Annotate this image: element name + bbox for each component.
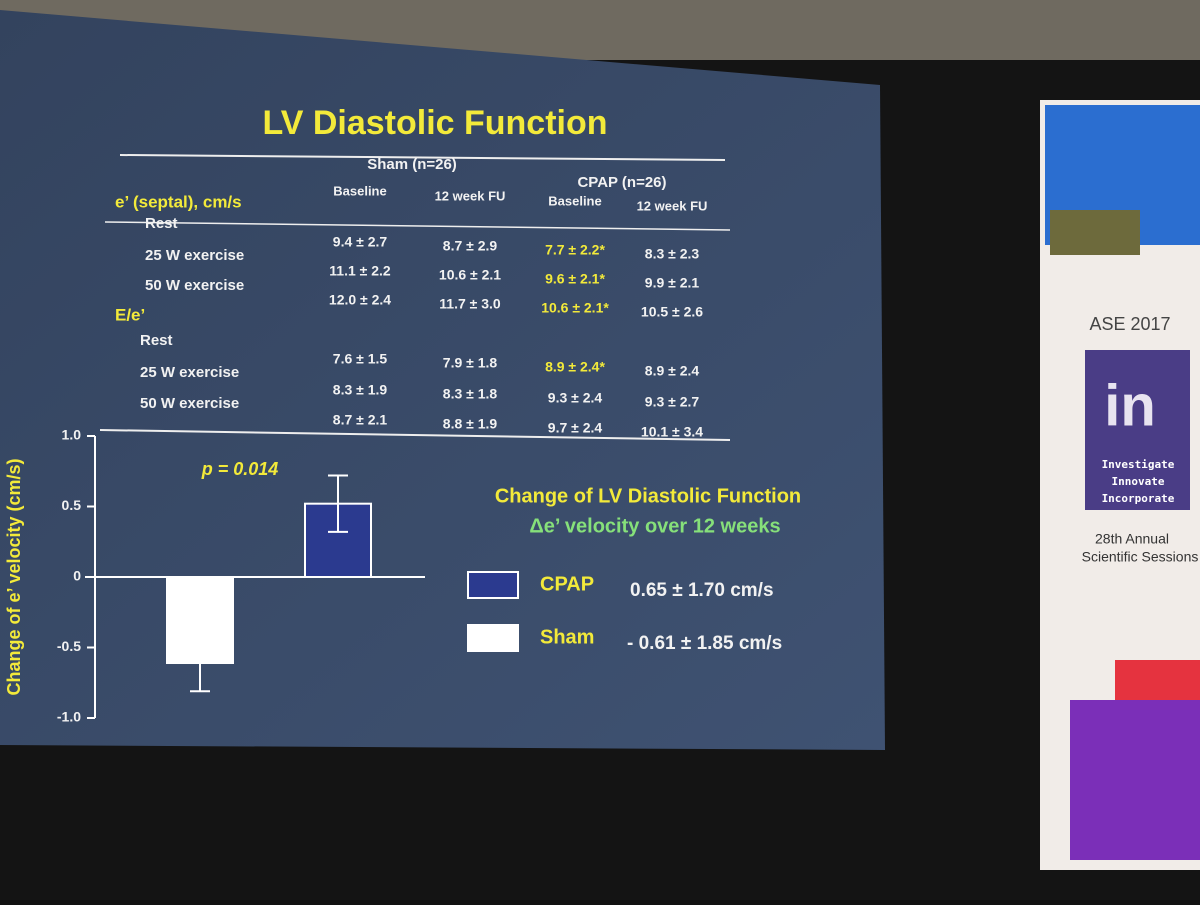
- column-header: Baseline: [548, 193, 601, 208]
- section-label: E/e’: [115, 305, 145, 324]
- y-tick-label: -1.0: [57, 709, 81, 725]
- cell: 7.7 ± 2.2*: [545, 242, 605, 258]
- y-tick-label: 0.5: [62, 497, 82, 513]
- cell: 9.3 ± 2.4: [548, 390, 603, 406]
- legend-subtitle: Δe’ velocity over 12 weeks: [529, 515, 780, 537]
- cell: 8.7 ± 2.9: [443, 238, 498, 254]
- cell: 12.0 ± 2.4: [329, 292, 391, 308]
- banner-block: [1070, 700, 1200, 860]
- cell: 11.7 ± 3.0: [439, 296, 501, 312]
- legend-title: Change of LV Diastolic Function: [495, 485, 801, 507]
- legend-stats: - 0.61 ± 1.85 cm/s: [627, 633, 782, 654]
- cell: 10.6 ± 2.1: [439, 267, 501, 283]
- cell: 7.9 ± 1.8: [443, 355, 498, 371]
- cell: 8.7 ± 2.1: [333, 412, 388, 428]
- row-label: Rest: [145, 215, 178, 232]
- group-header: CPAP (n=26): [577, 174, 666, 191]
- column-header: 12 week FU: [435, 188, 506, 203]
- cell: 8.9 ± 2.4: [645, 363, 700, 379]
- cell: 8.9 ± 2.4*: [545, 359, 605, 375]
- slide-title: LV Diastolic Function: [262, 104, 607, 142]
- banner-tagline: Innovate: [1112, 475, 1165, 488]
- annotation: p = 0.014: [201, 459, 279, 479]
- rule: [119, 154, 726, 161]
- y-tick-label: -0.5: [57, 638, 81, 654]
- banner-session: 28th Annual: [1095, 531, 1169, 547]
- cell: 10.1 ± 3.4: [641, 424, 703, 440]
- cell: 10.6 ± 2.1*: [541, 300, 609, 316]
- row-label: 50 W exercise: [140, 395, 239, 412]
- banner-block: [1050, 210, 1140, 255]
- banner-session: Scientific Sessions: [1082, 549, 1199, 565]
- rule: [104, 221, 731, 231]
- banner-tagline: Investigate: [1102, 458, 1175, 471]
- row-label: 25 W exercise: [145, 247, 244, 264]
- cell: 11.1 ± 2.2: [329, 263, 391, 279]
- section-label: e’ (septal), cm/s: [115, 192, 242, 211]
- cell: 7.6 ± 1.5: [333, 351, 388, 367]
- cell: 9.9 ± 2.1: [645, 275, 700, 291]
- legend-label: CPAP: [540, 573, 594, 595]
- cell: 8.3 ± 1.8: [443, 386, 498, 402]
- y-tick-label: 0: [73, 568, 81, 584]
- banner-tagline: Incorporate: [1102, 492, 1175, 505]
- rule: [99, 429, 731, 441]
- column-header: 12 week FU: [637, 198, 708, 213]
- row-label: 25 W exercise: [140, 364, 239, 381]
- cell: 9.3 ± 2.7: [645, 394, 700, 410]
- banner-logo: in: [1104, 373, 1156, 438]
- legend-label: Sham: [540, 626, 594, 648]
- cell: 8.3 ± 2.3: [645, 246, 700, 262]
- cell: 8.3 ± 1.9: [333, 382, 388, 398]
- row-label: Rest: [140, 332, 173, 349]
- y-tick-label: 1.0: [62, 427, 82, 443]
- y-axis-label: Change of e’ velocity (cm/s): [4, 458, 24, 695]
- column-header: Baseline: [333, 183, 386, 198]
- legend-swatch: [467, 571, 519, 599]
- cell: 9.6 ± 2.1*: [545, 271, 605, 287]
- cell: 10.5 ± 2.6: [641, 304, 703, 320]
- legend-stats: 0.65 ± 1.70 cm/s: [630, 580, 774, 601]
- row-label: 50 W exercise: [145, 277, 244, 294]
- cell: 9.7 ± 2.4: [548, 420, 603, 436]
- legend-swatch: [467, 624, 519, 652]
- cell: 9.4 ± 2.7: [333, 234, 388, 250]
- banner-event: ASE 2017: [1089, 314, 1170, 334]
- group-header: Sham (n=26): [367, 156, 457, 173]
- slide: [0, 10, 885, 750]
- banner-block: [1085, 350, 1190, 510]
- cell: 8.8 ± 1.9: [443, 416, 498, 432]
